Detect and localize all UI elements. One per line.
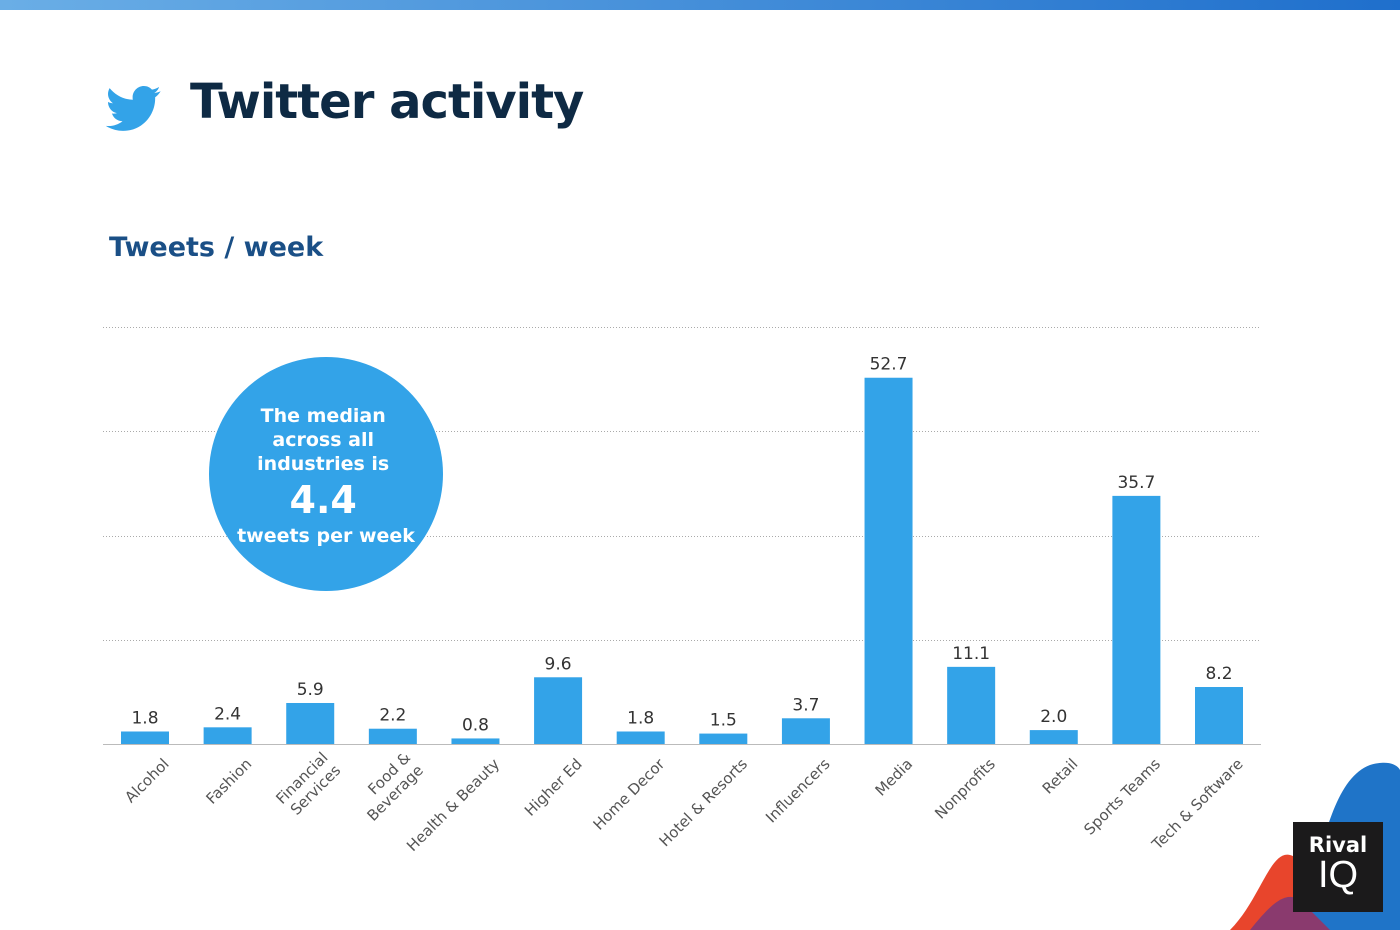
bar-health-beauty	[451, 738, 500, 744]
value-label: 1.5	[710, 711, 737, 731]
rival-iq-logo: Rival IQ	[1293, 822, 1383, 912]
bar-alcohol	[121, 731, 169, 744]
chart-title: Tweets / week	[109, 232, 324, 263]
bar-home-decor	[616, 731, 665, 744]
bar-media	[864, 377, 913, 744]
logo-text-top: Rival	[1308, 833, 1368, 857]
bar-influencers	[781, 718, 830, 744]
bar-tech-software	[1195, 687, 1243, 744]
value-label: 1.8	[627, 708, 654, 728]
value-label: 52.7	[870, 355, 908, 375]
callout-line1: The median	[261, 405, 386, 427]
value-label: 8.2	[1205, 664, 1232, 684]
bar-hotel-resorts	[699, 733, 748, 744]
bar-financial-services	[286, 702, 335, 744]
bar-nonprofits	[947, 666, 996, 744]
callout-line2: across all	[272, 429, 374, 451]
value-label: 2.2	[379, 706, 406, 726]
value-label: 35.7	[1117, 473, 1155, 493]
bar-sports-teams	[1112, 495, 1161, 744]
top-accent-bar	[0, 0, 1400, 10]
median-bubble	[209, 357, 443, 591]
page-title: Twitter activity	[190, 74, 584, 130]
bar-food-beverage	[368, 728, 417, 744]
callout-value: 4.4	[290, 478, 357, 522]
callout-line3: industries is	[257, 453, 389, 475]
value-label: 9.6	[545, 654, 572, 674]
value-label: 5.9	[297, 680, 324, 700]
value-label: 3.7	[792, 695, 819, 715]
bar-higher-ed	[534, 677, 583, 744]
svg-text:The median across all: The median across all industries is 4.4 …	[237, 405, 415, 547]
value-label: 0.8	[462, 715, 489, 735]
value-label: 11.1	[952, 644, 990, 664]
value-label: 1.8	[131, 708, 158, 728]
value-label: 2.4	[214, 704, 241, 724]
bar-retail	[1029, 730, 1078, 744]
median-callout: The median across all industries is 4.4 …	[209, 357, 443, 591]
callout-line4: tweets per week	[237, 525, 415, 547]
bar-fashion	[203, 727, 252, 744]
logo-text-bottom: IQ	[1317, 854, 1359, 896]
value-label: 2.0	[1040, 707, 1067, 727]
twitter-bird-icon	[106, 86, 161, 131]
